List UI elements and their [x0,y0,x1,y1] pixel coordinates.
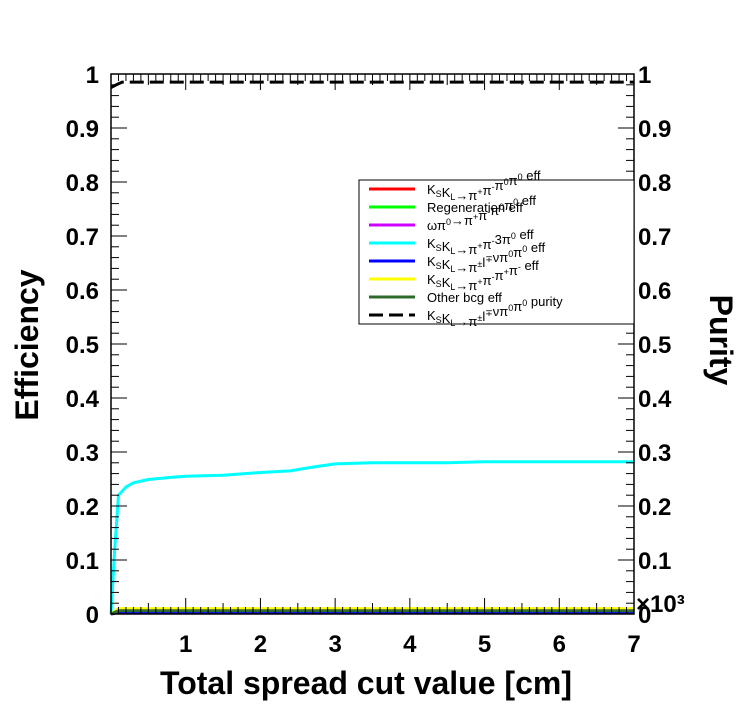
legend-label-other_bcg_eff: Other bcg eff [427,290,502,305]
y-tick-label-left: 1 [86,62,99,89]
y-tick-label-right: 0.5 [638,332,671,359]
y-tick-label-right: 0 [638,602,651,629]
legend-label-purity: KSKL→π±l∓νπ0π0 purity [427,294,563,329]
x-axis-title: Total spread cut value [cm] [160,665,572,701]
y-tick-label-right: 0.1 [638,548,671,575]
ticks-layer [110,73,635,615]
y-tick-label-right: 0.6 [638,278,671,305]
legend-label-three_pi0_eff: KSKL→π+π-3π0 eff [427,227,534,257]
y-tick-label-right: 0.9 [638,116,671,143]
x-tick-label: 5 [478,631,491,658]
y-tick-label-right: 1 [638,62,651,89]
x-tick-label: 1 [179,631,192,658]
x-tick-label: 3 [328,631,341,658]
x-tick-label: 6 [553,631,566,658]
x-tick-label: 2 [254,631,267,658]
y-tick-label-left: 0.2 [66,494,99,521]
y-axis-title-right: Purity [703,295,739,386]
y-tick-label-left: 0.8 [66,170,99,197]
y-tick-label-right: 0.8 [638,170,671,197]
y-tick-label-right: 0.3 [638,440,671,467]
y-tick-label-left: 0.6 [66,278,99,305]
legend-label-semileptonic_eff: KSKL→π±l∓νπ0π0 eff [427,240,545,275]
x-multiplier-label: ×10³ [636,591,685,618]
x-tick-label: 4 [403,631,417,658]
legend-label-omega_eff: ωπ0→π+π-π0π0 eff [427,193,536,233]
y-tick-label-left: 0.1 [66,548,99,575]
y-tick-label-left: 0 [86,602,99,629]
y-tick-label-right: 0.2 [638,494,671,521]
legend-label-four_pi_eff: KSKL→π+π-π+π- eff [427,258,539,293]
y-tick-label-right: 0.7 [638,224,671,251]
legend-box [358,179,635,325]
series-line-three_pi0_eff [109,460,634,615]
tick-labels-layer: 0 0 0.1 0.1 0.2 0.2 0.3 0.3 0.4 0.4 0.5 0.5 0.6 0.6 0.… [66,62,672,658]
x-tick-label: 7 [627,631,640,658]
series-line-purity [110,80,634,89]
y-tick-label-left: 0.5 [66,332,99,359]
y-tick-label-left: 0.7 [66,224,99,251]
legend-label-signal_eff: KSKL→π+π-π0π0 eff [427,168,541,203]
y-axis-title-left: Efficiency [9,269,45,420]
y-tick-label-left: 0.3 [66,440,99,467]
y-tick-label-right: 0.4 [638,386,672,413]
y-tick-label-left: 0.4 [66,386,100,413]
y-tick-label-left: 0.9 [66,116,99,143]
legend-label-regen_eff: Regeneration eff [427,200,523,215]
